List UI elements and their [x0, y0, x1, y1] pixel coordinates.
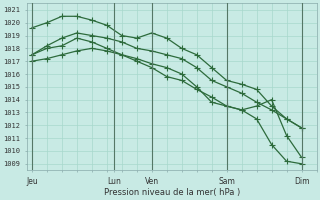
X-axis label: Pression niveau de la mer( hPa ): Pression niveau de la mer( hPa ) — [104, 188, 240, 197]
